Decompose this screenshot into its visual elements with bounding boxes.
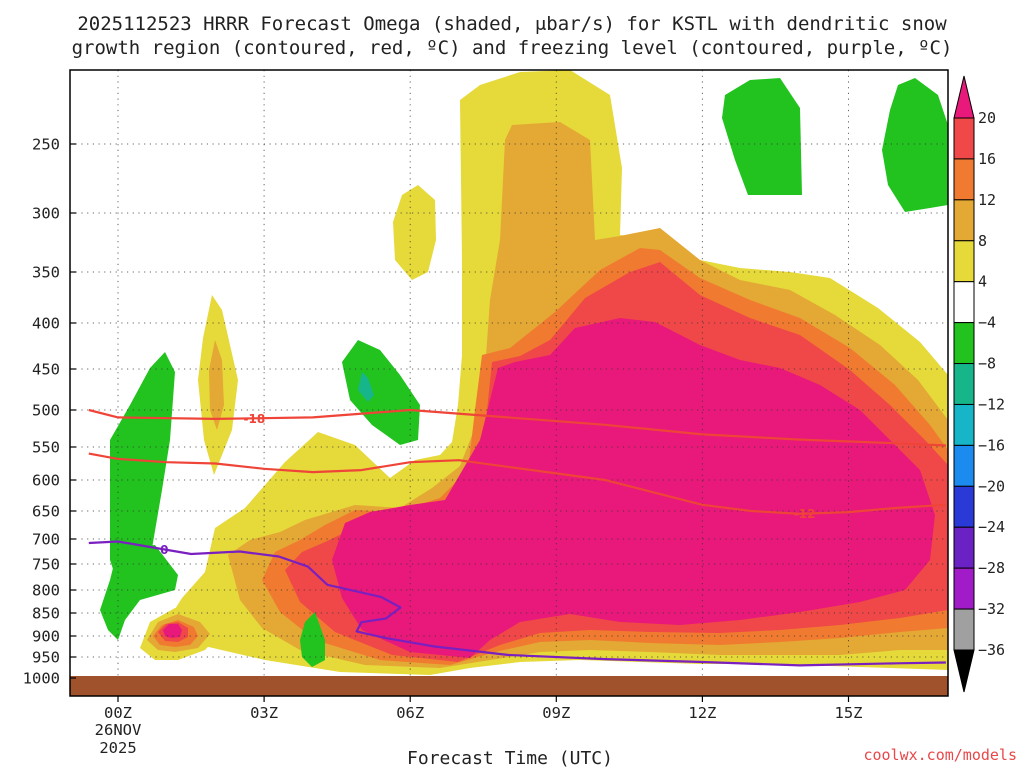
colorbar-box-7	[953, 403, 975, 446]
y-tick-label-900: 900	[32, 628, 60, 646]
colorbar-label-7: −12	[978, 395, 1005, 413]
x-tick-label-06Z: 06Z	[396, 704, 424, 722]
purple-contour-line-0	[88, 540, 946, 667]
y-tick-label-650: 650	[32, 503, 60, 521]
y-axis: 250 300 350 400 450 500 550 600 650 700 750 800 850 9…	[23, 136, 76, 688]
y-tick-label-850: 850	[32, 605, 60, 623]
y-tick-label-1000: 1000	[23, 670, 60, 688]
red-contour-line-1	[88, 452, 946, 515]
colorbar-box-11	[953, 567, 975, 610]
chart-title-line1: 2025112523 HRRR Forecast Omega (shaded, …	[77, 13, 947, 35]
y-tick-label-950: 950	[32, 649, 60, 667]
colorbar-label-3: 8	[978, 232, 987, 250]
colorbar-label-0: 20	[978, 109, 996, 127]
omega-region-neg4-left-lower	[100, 545, 178, 640]
colorbar-label-2: 12	[978, 191, 996, 209]
y-tick-label-750: 750	[32, 556, 60, 574]
colorbar-box-4	[953, 281, 975, 324]
plot-frame	[69, 69, 949, 697]
x-tick-label-15Z: 15Z	[835, 704, 863, 722]
colorbar-label-11: −28	[978, 559, 1005, 577]
colorbar-label-12: −32	[978, 600, 1005, 618]
colorbar-label-1: 16	[978, 150, 996, 168]
x-tick-label-00Z: 00Z	[104, 704, 132, 722]
omega-shading: -18 -12 0	[70, 70, 948, 696]
omega-region-neg4-left-upper	[110, 352, 175, 590]
colorbar-bottom-arrow	[953, 649, 975, 693]
red-contour-label-0: -18	[244, 412, 266, 426]
omega-region-pos20-isolated-lower	[163, 624, 182, 638]
x-tick-label-09Z: 09Z	[542, 704, 570, 722]
credit-text: coolwx.com/models	[863, 746, 1017, 764]
x-date-line1: 26NOV	[95, 721, 142, 739]
colorbar-label-5: −4	[978, 314, 996, 332]
colorbar: 20 16 12 8 4 −4 −8 −12 −16 −20 −24 −28 −32 −36	[953, 75, 1005, 693]
omega-region-neg4-mid	[342, 340, 420, 445]
x-axis-label: Forecast Time (UTC)	[407, 748, 613, 768]
colorbar-box-6	[953, 363, 975, 405]
colorbar-box-12	[953, 608, 975, 651]
colorbar-box-3	[953, 240, 975, 283]
colorbar-box-10	[953, 526, 975, 569]
red-contour-line-0	[88, 408, 946, 447]
colorbar-box-2	[953, 199, 975, 242]
omega-region-neg4-top-right	[882, 78, 948, 212]
omega-region-neg4-top-center	[722, 78, 802, 195]
omega-region-neg8-mid	[358, 372, 374, 402]
colorbar-label-9: −20	[978, 477, 1005, 495]
y-tick-label-700: 700	[32, 531, 60, 549]
colorbar-label-10: −24	[978, 518, 1005, 536]
y-tick-label-800: 800	[32, 582, 60, 600]
purple-contour-label-0: 0	[160, 543, 168, 557]
colorbar-label-13: −36	[978, 641, 1005, 659]
y-tick-label-500: 500	[32, 402, 60, 420]
y-tick-label-600: 600	[32, 472, 60, 490]
colorbar-label-8: −16	[978, 436, 1005, 454]
y-tick-label-300: 300	[32, 205, 60, 223]
temperature-contours: -18 -12 0	[88, 408, 946, 667]
omega-region-neg4-small-low	[300, 612, 325, 667]
y-tick-label-400: 400	[32, 315, 60, 333]
y-tick-label-350: 350	[32, 264, 60, 282]
colorbar-box-8	[953, 444, 975, 487]
x-date-line2: 2025	[99, 739, 136, 757]
x-tick-label-12Z: 12Z	[688, 704, 716, 722]
chart-title-line2: growth region (contoured, red, ºC) and f…	[72, 37, 953, 59]
y-tick-label-550: 550	[32, 439, 60, 457]
ground-surface	[70, 676, 948, 696]
colorbar-box-9	[953, 485, 975, 528]
omega-region-pos4-isolated-upper	[393, 185, 436, 280]
colorbar-box-5	[953, 322, 975, 365]
y-tick-label-450: 450	[32, 361, 60, 379]
omega-region-pos8-isolated-mid	[209, 340, 224, 430]
colorbar-box-1	[953, 158, 975, 201]
red-contour-label-1: -12	[794, 507, 816, 521]
x-tick-label-03Z: 03Z	[250, 704, 278, 722]
colorbar-label-4: 4	[978, 273, 987, 291]
colorbar-label-6: −8	[978, 355, 996, 373]
colorbar-box-0	[953, 117, 975, 160]
y-tick-label-250: 250	[32, 136, 60, 154]
colorbar-top-arrow	[953, 75, 975, 119]
x-axis: 00Z 03Z 06Z 09Z 12Z 15Z	[104, 696, 863, 722]
